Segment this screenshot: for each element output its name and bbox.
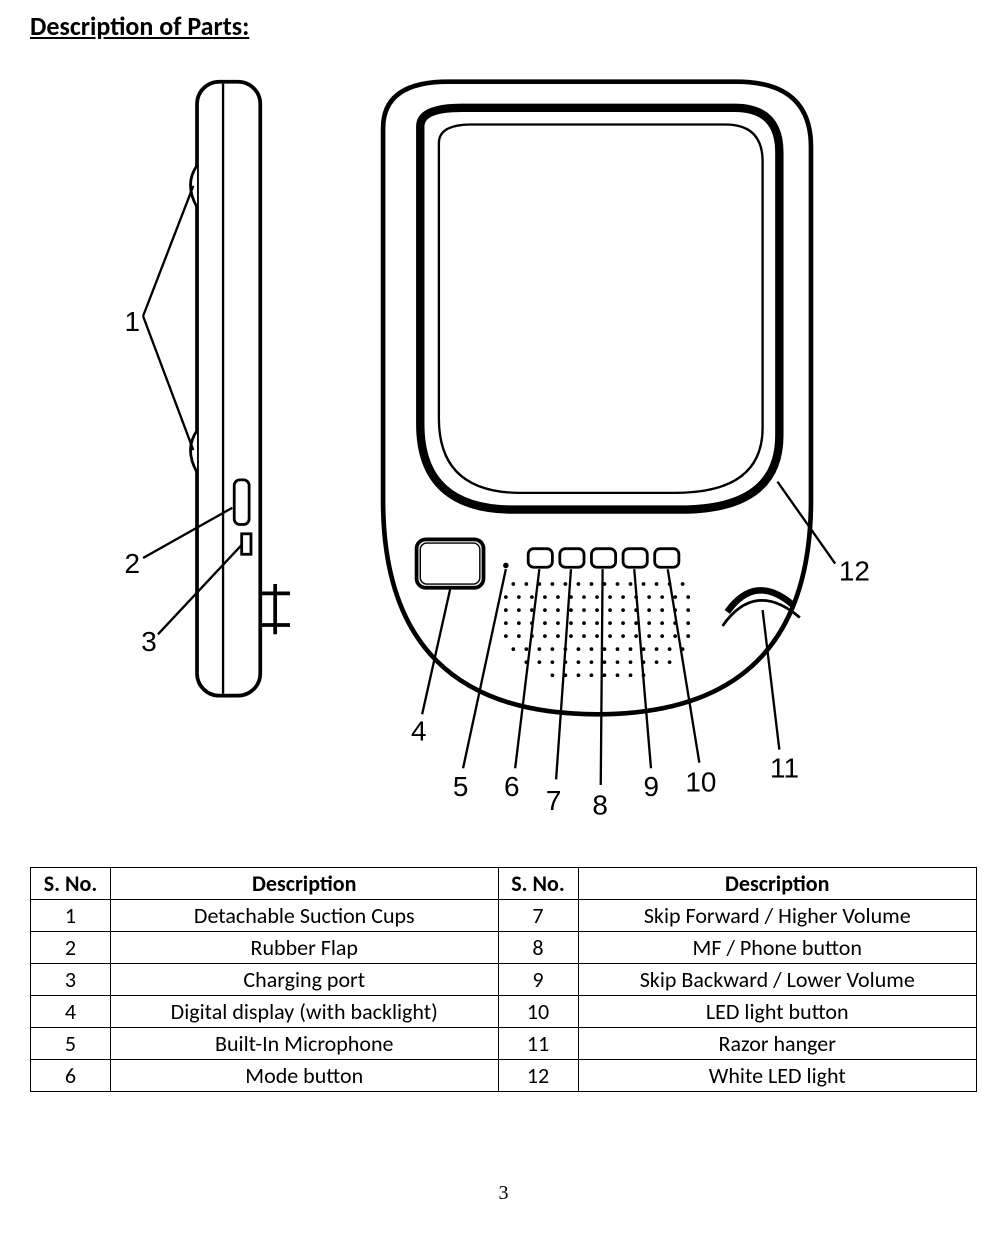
table-row: 3 Charging port 9 Skip Backward / Lower …	[31, 964, 977, 996]
diagram-svg: 1 2 3 4 5 6 7 8 9 10 11 12	[104, 62, 904, 827]
cell-desc: Detachable Suction Cups	[111, 900, 499, 932]
callout-6: 6	[503, 771, 519, 802]
page-number: 3	[30, 1182, 977, 1205]
cell-sno: 10	[498, 996, 578, 1028]
cell-desc: Built-In Microphone	[111, 1028, 499, 1060]
table-row: 2 Rubber Flap 8 MF / Phone button	[31, 932, 977, 964]
callout-11: 11	[770, 753, 799, 784]
front-view	[383, 82, 811, 715]
cell-sno: 8	[498, 932, 578, 964]
cell-sno: 7	[498, 900, 578, 932]
parts-table: S. No. Description S. No. Description 1 …	[30, 867, 977, 1092]
callout-10: 10	[685, 766, 716, 797]
cell-sno: 6	[31, 1060, 111, 1092]
callout-4: 4	[410, 715, 426, 746]
cell-sno: 5	[31, 1028, 111, 1060]
cell-desc: Digital display (with backlight)	[111, 996, 499, 1028]
cell-desc: Razor hanger	[578, 1028, 977, 1060]
cell-desc: Mode button	[111, 1060, 499, 1092]
cell-sno: 2	[31, 932, 111, 964]
side-view	[190, 82, 290, 696]
th-desc-right: Description	[578, 868, 977, 900]
callout-3: 3	[141, 626, 157, 657]
table-row: 4 Digital display (with backlight) 10 LE…	[31, 996, 977, 1028]
cell-sno: 9	[498, 964, 578, 996]
cell-desc: LED light button	[578, 996, 977, 1028]
parts-diagram: 1 2 3 4 5 6 7 8 9 10 11 12	[30, 62, 977, 827]
th-sno-left: S. No.	[31, 868, 111, 900]
callout-12: 12	[838, 555, 869, 586]
cell-desc: Rubber Flap	[111, 932, 499, 964]
cell-sno: 1	[31, 900, 111, 932]
cell-desc: MF / Phone button	[578, 932, 977, 964]
cell-sno: 11	[498, 1028, 578, 1060]
button-row	[528, 549, 679, 568]
cell-desc: Skip Backward / Lower Volume	[578, 964, 977, 996]
cell-sno: 3	[31, 964, 111, 996]
cell-desc: Skip Forward / Higher Volume	[578, 900, 977, 932]
cell-desc: Charging port	[111, 964, 499, 996]
th-desc-left: Description	[111, 868, 499, 900]
table-row: 5 Built-In Microphone 11 Razor hanger	[31, 1028, 977, 1060]
callout-1: 1	[124, 306, 140, 337]
section-title: Description of Parts:	[30, 10, 977, 42]
callout-7: 7	[545, 785, 561, 816]
callout-8: 8	[592, 790, 608, 821]
callout-5: 5	[452, 771, 468, 802]
callout-9: 9	[643, 771, 659, 802]
th-sno-right: S. No.	[498, 868, 578, 900]
cell-sno: 4	[31, 996, 111, 1028]
cell-desc: White LED light	[578, 1060, 977, 1092]
callout-2: 2	[124, 548, 140, 579]
cell-sno: 12	[498, 1060, 578, 1092]
table-header-row: S. No. Description S. No. Description	[31, 868, 977, 900]
table-row: 1 Detachable Suction Cups 7 Skip Forward…	[31, 900, 977, 932]
table-row: 6 Mode button 12 White LED light	[31, 1060, 977, 1092]
